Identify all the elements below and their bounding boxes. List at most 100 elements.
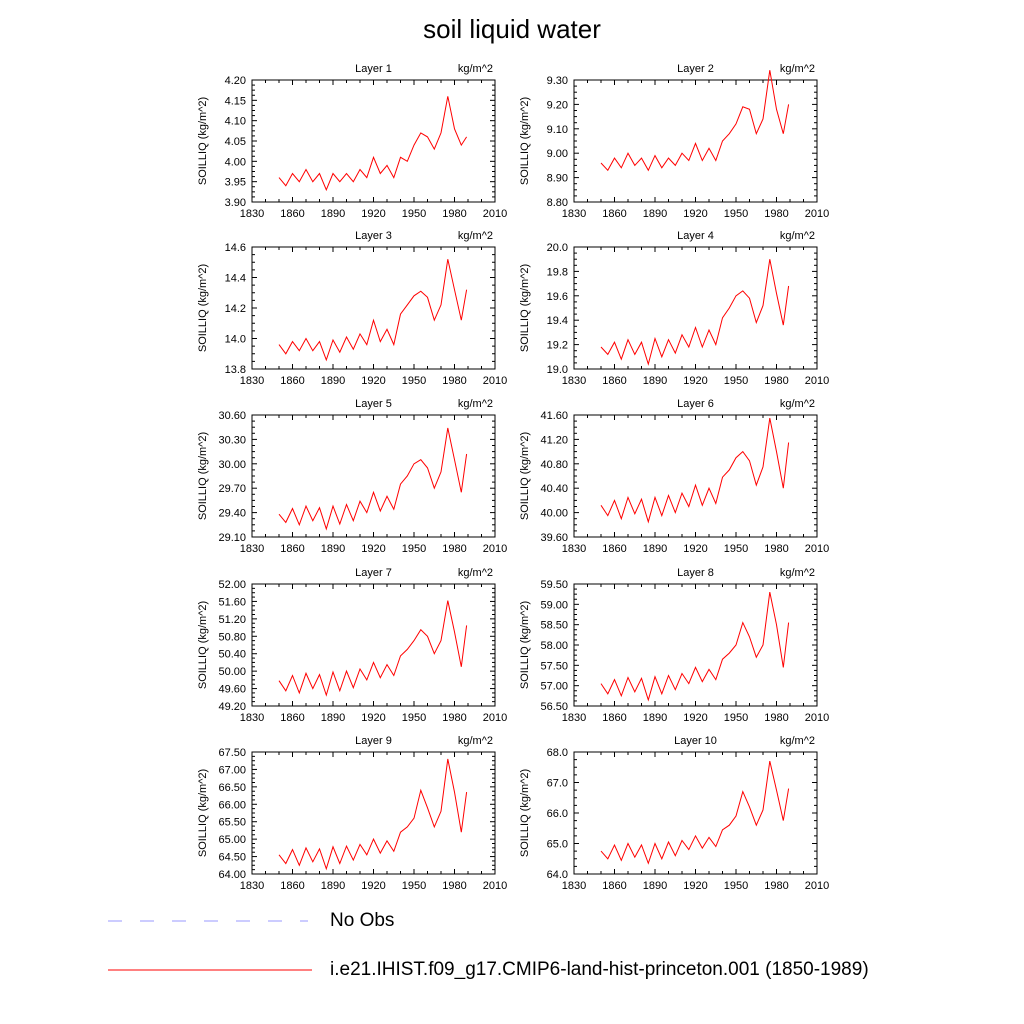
panel-units: kg/m^2 — [458, 63, 493, 75]
y-axis-label: SOILLIQ (kg/m^2) — [519, 432, 531, 520]
y-tick-label: 58.50 — [540, 620, 568, 632]
x-tick-label: 1980 — [764, 880, 788, 892]
y-tick-label: 19.2 — [547, 340, 568, 352]
panel-units: kg/m^2 — [458, 735, 493, 747]
x-tick-label: 1920 — [361, 375, 385, 387]
x-tick-label: 1830 — [240, 375, 264, 387]
x-tick-label: 1860 — [280, 208, 304, 220]
y-tick-label: 30.60 — [218, 410, 246, 422]
x-tick-label: 1890 — [321, 712, 345, 724]
x-tick-label: 1920 — [683, 543, 707, 555]
x-tick-label: 1890 — [643, 375, 667, 387]
y-tick-label: 4.00 — [225, 156, 246, 168]
panel-units: kg/m^2 — [458, 230, 493, 242]
x-tick-label: 2010 — [805, 880, 829, 892]
y-tick-label: 3.95 — [225, 177, 246, 189]
x-tick-label: 1980 — [764, 375, 788, 387]
y-tick-label: 30.30 — [218, 434, 246, 446]
y-tick-label: 14.0 — [225, 334, 246, 346]
x-tick-label: 2010 — [805, 208, 829, 220]
series-line — [600, 591, 790, 702]
panel-layer-8: 1830 1860 1890 1920 1950 1980 2010 56.50 57.00 57… — [519, 567, 829, 724]
x-tick-label: 1950 — [402, 880, 426, 892]
legend-label-no-obs: No Obs — [330, 910, 395, 931]
panel-units: kg/m^2 — [780, 735, 815, 747]
x-tick-label: 1860 — [280, 880, 304, 892]
x-tick-label: 1980 — [442, 375, 466, 387]
x-tick-label: 1950 — [724, 208, 748, 220]
y-axis-label: SOILLIQ (kg/m^2) — [197, 769, 209, 857]
y-tick-label: 39.60 — [540, 532, 568, 544]
x-tick-label: 1920 — [683, 375, 707, 387]
y-tick-label: 40.00 — [540, 508, 568, 520]
x-tick-label: 1980 — [442, 880, 466, 892]
x-tick-label: 1890 — [643, 880, 667, 892]
series-line — [600, 418, 790, 524]
y-tick-label: 4.10 — [225, 116, 246, 128]
y-tick-label: 29.70 — [218, 483, 246, 495]
y-tick-label: 19.8 — [547, 266, 568, 278]
y-tick-label: 59.50 — [540, 579, 568, 591]
y-tick-label: 51.20 — [218, 614, 246, 626]
x-tick-label: 1920 — [683, 880, 707, 892]
panel-units: kg/m^2 — [780, 63, 815, 75]
series-line — [278, 600, 468, 697]
panel-units: kg/m^2 — [780, 398, 815, 410]
y-tick-label: 49.20 — [218, 701, 246, 713]
y-tick-label: 4.20 — [225, 75, 246, 87]
y-tick-label: 66.50 — [218, 782, 246, 794]
y-tick-label: 9.10 — [547, 124, 568, 136]
x-tick-label: 1890 — [643, 712, 667, 724]
y-tick-label: 9.30 — [547, 75, 568, 87]
y-tick-label: 65.0 — [547, 839, 568, 851]
x-tick-label: 1950 — [402, 208, 426, 220]
y-tick-label: 19.6 — [547, 291, 568, 303]
panel-title: Layer 8 — [677, 567, 714, 579]
plot-frame — [573, 751, 818, 875]
panel-title: Layer 5 — [355, 398, 392, 410]
y-tick-label: 57.50 — [540, 660, 568, 672]
x-tick-label: 1890 — [643, 543, 667, 555]
series-line — [600, 70, 790, 172]
y-tick-label: 4.05 — [225, 136, 246, 148]
plot-frame — [573, 79, 818, 203]
y-tick-label: 65.50 — [218, 817, 246, 829]
plot-frame — [251, 79, 496, 203]
panel-layer-3: 1830 1860 1890 1920 1950 1980 2010 13.8 14.0 14.2… — [197, 230, 507, 387]
plot-frame — [573, 246, 818, 370]
panel-layer-6: 1830 1860 1890 1920 1950 1980 2010 39.60 40.00 40… — [519, 398, 829, 555]
panel-title: Layer 2 — [677, 63, 714, 75]
panel-layer-1: 1830 1860 1890 1920 1950 1980 2010 3.90 3.95 4.00… — [197, 63, 507, 220]
x-tick-label: 1890 — [321, 375, 345, 387]
x-tick-label: 1980 — [442, 712, 466, 724]
y-tick-label: 19.4 — [547, 315, 568, 327]
x-tick-label: 1860 — [602, 208, 626, 220]
y-tick-label: 19.0 — [547, 364, 568, 376]
y-tick-label: 30.00 — [218, 459, 246, 471]
panel-title: Layer 4 — [677, 230, 714, 242]
panel-layer-7: 1830 1860 1890 1920 1950 1980 2010 49.20 49.60 50… — [197, 567, 507, 724]
y-tick-label: 8.90 — [547, 173, 568, 185]
x-tick-label: 1920 — [361, 880, 385, 892]
x-tick-label: 1860 — [602, 880, 626, 892]
y-axis-label: SOILLIQ (kg/m^2) — [197, 97, 209, 185]
y-tick-label: 14.6 — [225, 242, 246, 254]
y-tick-label: 65.00 — [218, 834, 246, 846]
x-tick-label: 1950 — [402, 375, 426, 387]
x-tick-label: 2010 — [483, 880, 507, 892]
x-tick-label: 1890 — [643, 208, 667, 220]
x-tick-label: 1920 — [361, 208, 385, 220]
x-tick-label: 1980 — [764, 543, 788, 555]
panel-layer-5: 1830 1860 1890 1920 1950 1980 2010 29.10 29.40 29… — [197, 398, 507, 555]
y-axis-label: SOILLIQ (kg/m^2) — [519, 264, 531, 352]
panel-layer-4: 1830 1860 1890 1920 1950 1980 2010 19.0 19.2 19.4… — [519, 230, 829, 387]
x-tick-label: 2010 — [805, 375, 829, 387]
y-tick-label: 13.8 — [225, 364, 246, 376]
y-tick-label: 68.0 — [547, 747, 568, 759]
y-tick-label: 9.20 — [547, 99, 568, 111]
series-line — [278, 96, 468, 192]
plot-frame — [251, 414, 496, 538]
y-tick-label: 67.50 — [218, 747, 246, 759]
y-axis-label: SOILLIQ (kg/m^2) — [519, 97, 531, 185]
x-tick-label: 1890 — [321, 543, 345, 555]
